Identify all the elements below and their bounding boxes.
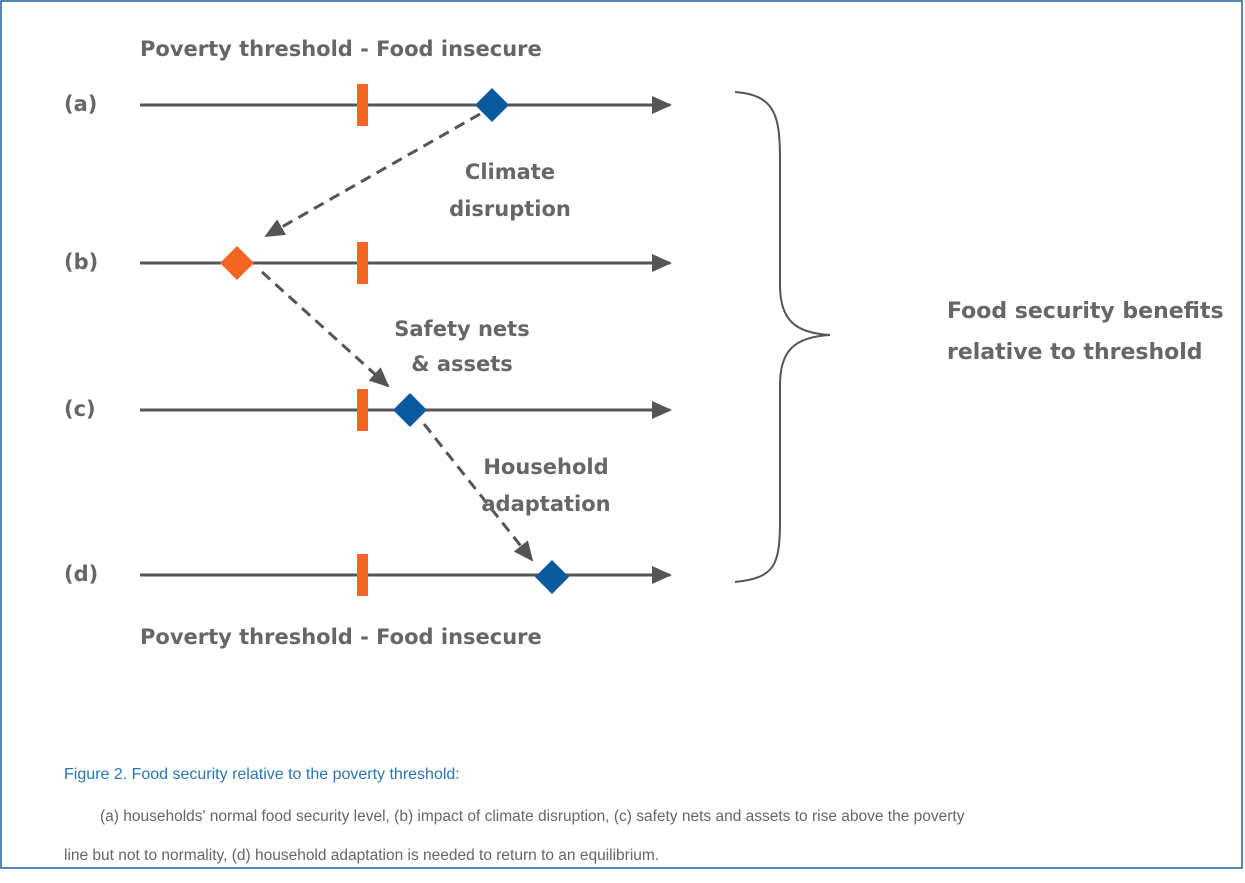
position-diamond [220, 246, 254, 280]
row-label: (a) [64, 92, 97, 116]
annotation: & assets [411, 352, 513, 376]
brace [734, 91, 831, 583]
threshold-mark [357, 554, 368, 596]
annotation: disruption [449, 197, 571, 221]
caption-body: (a) households' normal food security lev… [100, 808, 965, 825]
caption-body: line but not to normality, (d) household… [64, 847, 660, 864]
dashed-arrow [264, 112, 481, 238]
transitions [260, 112, 534, 562]
top-label: Poverty threshold - Food insecure [140, 37, 542, 61]
bottom-label: Poverty threshold - Food insecure [140, 625, 542, 649]
row-label: (b) [64, 250, 98, 274]
brace-label: Food security benefits [947, 299, 1224, 324]
brace-label: relative to threshold [947, 340, 1203, 365]
row-label: (c) [64, 397, 96, 421]
threshold-mark [357, 389, 368, 431]
annotation: Climate [465, 160, 555, 184]
caption-title: Figure 2. Food security relative to the … [64, 766, 460, 783]
threshold-mark [357, 84, 368, 126]
position-diamond [393, 393, 427, 427]
threshold-mark [357, 242, 368, 284]
dashed-arrow [422, 423, 534, 562]
row-label: (d) [64, 562, 98, 586]
annotation: Household [483, 455, 608, 479]
annotation: adaptation [481, 492, 610, 516]
dashed-arrow [260, 270, 390, 388]
thresholds [357, 84, 368, 596]
position-diamond [535, 560, 569, 594]
annotation: Safety nets [394, 317, 529, 341]
position-diamond [475, 88, 509, 122]
